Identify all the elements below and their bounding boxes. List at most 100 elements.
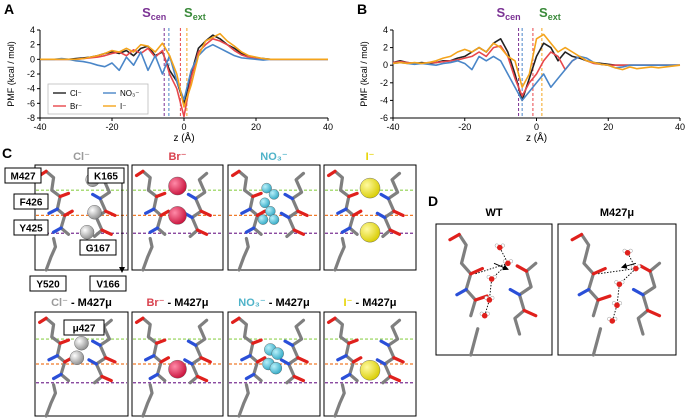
atom-stick (240, 207, 252, 215)
y-axis-label: PMF (kcal / mol) (359, 41, 369, 107)
atom-stick (340, 372, 352, 381)
atom-stick (231, 169, 241, 178)
residue-stick (591, 327, 603, 357)
atom-stick (283, 192, 294, 201)
atom-stick (279, 211, 291, 220)
atom-stick (279, 358, 291, 366)
hbond (488, 278, 493, 301)
atom-stick (148, 226, 160, 234)
atom-stick (251, 191, 263, 199)
y-tick-label: -6 (27, 98, 35, 108)
annotation-sub: cen (505, 12, 521, 22)
ion-sphere (168, 360, 187, 379)
residue-stick (141, 383, 154, 418)
annotation-sub: ext (193, 12, 206, 22)
residue-stick (188, 318, 209, 385)
residue-label: μ427 (73, 324, 96, 335)
annotation: Sext (539, 5, 561, 22)
hbond (598, 268, 636, 275)
ion-name: Cl⁻ (51, 297, 68, 309)
atom-stick (154, 338, 167, 345)
x-tick-label: 20 (603, 122, 613, 132)
ion-sphere (359, 177, 381, 199)
y-tick-label: -6 (380, 113, 388, 123)
atom-stick (638, 264, 652, 273)
atom-stick (154, 191, 167, 199)
residue-stick (333, 236, 346, 272)
atom-stick (347, 338, 359, 345)
water-o (481, 312, 488, 319)
residue-stick (188, 171, 209, 238)
water-o (616, 281, 623, 288)
atom-stick (183, 358, 194, 366)
residue-stick (141, 316, 167, 383)
ion-sphere (87, 205, 102, 220)
atom-stick (388, 228, 402, 236)
atom-stick (255, 209, 267, 217)
annotation-sub: ext (548, 12, 561, 22)
atom-stick (186, 339, 198, 347)
atom-stick (231, 316, 241, 324)
atom-stick (100, 228, 113, 236)
atom-stick (38, 316, 48, 324)
atom-stick (87, 358, 98, 366)
panel-title: WT (485, 207, 502, 219)
residue-stick (381, 171, 402, 238)
water-o (609, 318, 616, 324)
y-tick-label: -4 (380, 95, 388, 105)
atom-stick (296, 209, 309, 217)
atom-stick (296, 356, 309, 364)
atom-stick (186, 192, 198, 201)
y-tick-label: -2 (380, 78, 388, 88)
x-tick-label: -20 (458, 122, 471, 132)
ion-sphere (79, 224, 95, 240)
y-tick-label: -4 (27, 84, 35, 94)
residue-label: Y425 (19, 224, 43, 235)
residue-stick (44, 383, 58, 418)
annotation: Scen (496, 5, 520, 22)
water-o (624, 250, 631, 256)
panel-label: B (357, 1, 367, 17)
water-o (497, 244, 503, 251)
y-tick-label: 4 (383, 25, 388, 35)
atom-stick (159, 209, 170, 217)
atom-stick (144, 354, 156, 362)
atom-stick (577, 287, 591, 297)
panel-title: I⁻ - M427μ (344, 297, 397, 309)
ion-sphere (74, 336, 89, 351)
mutant-suffix: - M427μ (352, 297, 396, 309)
y-tick-label: -8 (27, 113, 35, 123)
atom-stick (388, 374, 402, 383)
atom-stick (244, 226, 256, 234)
panel-title: NO₃⁻ (260, 151, 288, 163)
panel-title: Br⁻ (168, 151, 186, 163)
mutant-suffix: - M427μ (68, 297, 112, 309)
panel-title: Cl⁻ (73, 151, 90, 163)
y-tick-label: 2 (383, 43, 388, 53)
atom-stick (448, 232, 461, 242)
x-tick-label: -20 (105, 122, 118, 132)
atom-stick (631, 287, 645, 297)
y-tick-label: 2 (30, 40, 35, 50)
residue-label-box (29, 275, 67, 292)
atom-stick (47, 354, 59, 362)
water-o (505, 260, 511, 267)
atom-stick (148, 372, 160, 381)
ion-sphere (359, 360, 381, 381)
ion-sphere (271, 347, 284, 360)
atom-stick (508, 287, 522, 297)
x-tick-label: 40 (675, 122, 685, 132)
atom-stick (596, 294, 612, 302)
atom-stick (144, 207, 156, 215)
dipole-arrow (620, 262, 637, 269)
annotation-sub: cen (151, 12, 167, 22)
y-axis-label: PMF (kcal / mol) (6, 41, 16, 107)
x-tick-label: 40 (323, 122, 333, 132)
mutant-suffix: - M427μ (165, 297, 209, 309)
dipole-arrow (493, 262, 509, 271)
atom-stick (104, 356, 117, 364)
water-o (633, 265, 639, 272)
residue-label-box (4, 167, 42, 184)
residue-label: K165 (94, 172, 118, 183)
residue-stick (333, 383, 346, 418)
